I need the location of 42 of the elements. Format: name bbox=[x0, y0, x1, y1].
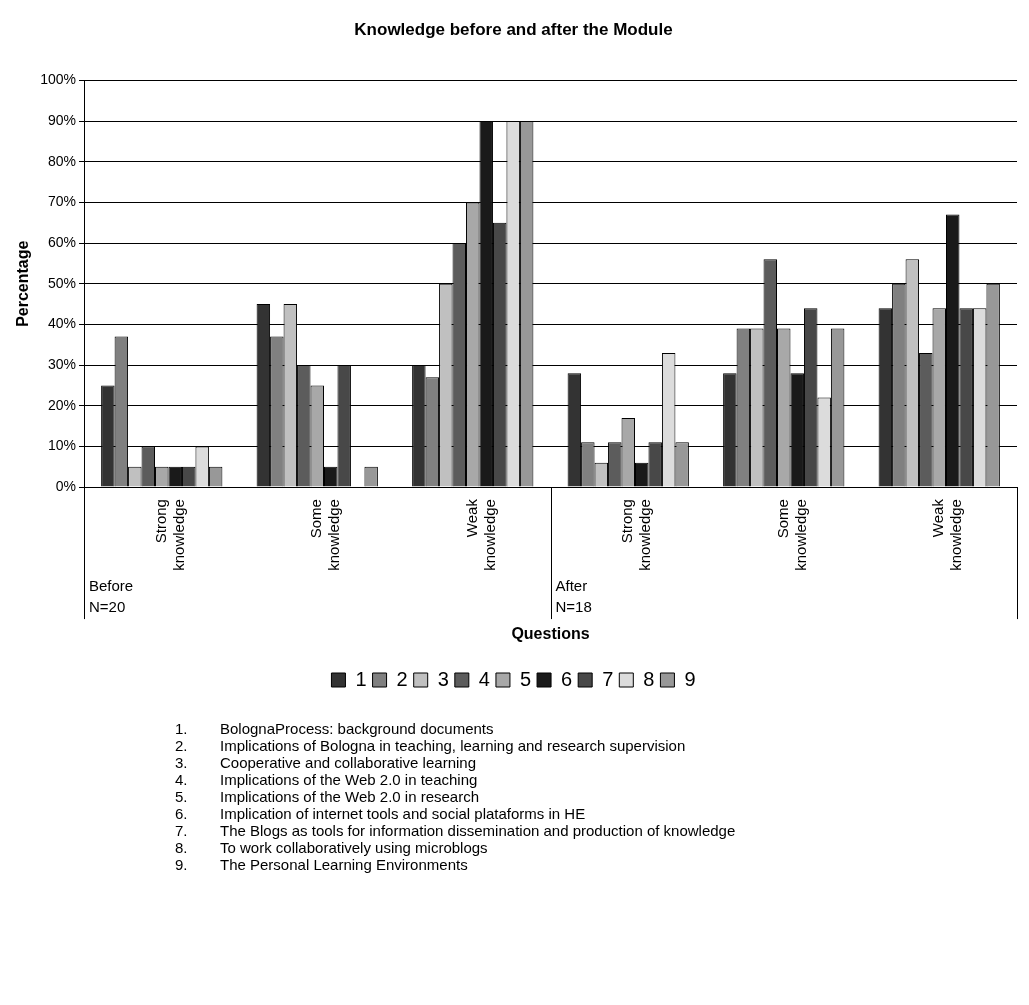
y-tick-label: 30% bbox=[47, 355, 77, 372]
y-tick-label: 60% bbox=[47, 233, 77, 250]
legend-label: 5 bbox=[519, 667, 532, 690]
text: N=18 bbox=[555, 598, 592, 616]
y-tick-label: 20% bbox=[47, 396, 77, 413]
text: 7. The Blogs as tools for information dissemination and production of knowledge bbox=[175, 822, 736, 839]
text: 4. Implications of the Web 2.0 in teaching bbox=[175, 771, 478, 788]
y-tick-label: 90% bbox=[47, 111, 77, 128]
text: 6. Implication of internet tools and social plataforms in HE bbox=[175, 805, 586, 822]
chart-title: Knowledge before and after the Module bbox=[354, 19, 673, 39]
x-tick-label: Weak knowledge bbox=[462, 498, 498, 571]
y-tick-label: 10% bbox=[47, 437, 77, 454]
y-tick-label: 40% bbox=[47, 315, 77, 332]
x-tick-label: Some knowledge bbox=[773, 499, 809, 571]
text: 1. BolognaProcess: background documents bbox=[175, 720, 494, 737]
y-tick-label: 100% bbox=[40, 71, 77, 88]
text: After bbox=[555, 577, 588, 595]
text: Before bbox=[89, 577, 134, 595]
y-tick-label: 50% bbox=[47, 274, 77, 291]
x-tick-label: Strong knowledge bbox=[618, 499, 654, 571]
text: 5. Implications of the Web 2.0 in research bbox=[175, 788, 480, 805]
legend-label: 3 bbox=[437, 667, 449, 690]
text: 3. Cooperative and collaborative learning bbox=[175, 754, 476, 771]
y-tick-label: 70% bbox=[47, 193, 77, 210]
text: N=20 bbox=[89, 598, 126, 616]
text: 8. To work collaboratively using microblogs bbox=[175, 839, 488, 856]
x-tick-label: Some knowledge bbox=[307, 499, 343, 571]
legend-label: 9 bbox=[684, 667, 696, 690]
legend-label: 2 bbox=[396, 667, 408, 690]
x-tick-label: Strong knowledge bbox=[151, 499, 187, 571]
legend-label: 4 bbox=[478, 667, 490, 690]
legend-label: 8 bbox=[643, 667, 655, 690]
x-tick-label: Weak knowledge bbox=[929, 498, 965, 571]
x-axis-title: Questions bbox=[511, 624, 590, 642]
text: 2. Implications of Bologna in teaching, learning and research supervision bbox=[175, 737, 686, 754]
legend-label: 7 bbox=[602, 667, 614, 690]
y-tick-label: 0% bbox=[55, 477, 77, 494]
legend-label: 6 bbox=[561, 667, 573, 690]
text: 9. The Personal Learning Environments bbox=[175, 856, 468, 873]
y-axis-title: Percentage bbox=[14, 240, 32, 327]
legend-label: 1 bbox=[355, 667, 367, 690]
y-tick-label: 80% bbox=[47, 152, 77, 169]
